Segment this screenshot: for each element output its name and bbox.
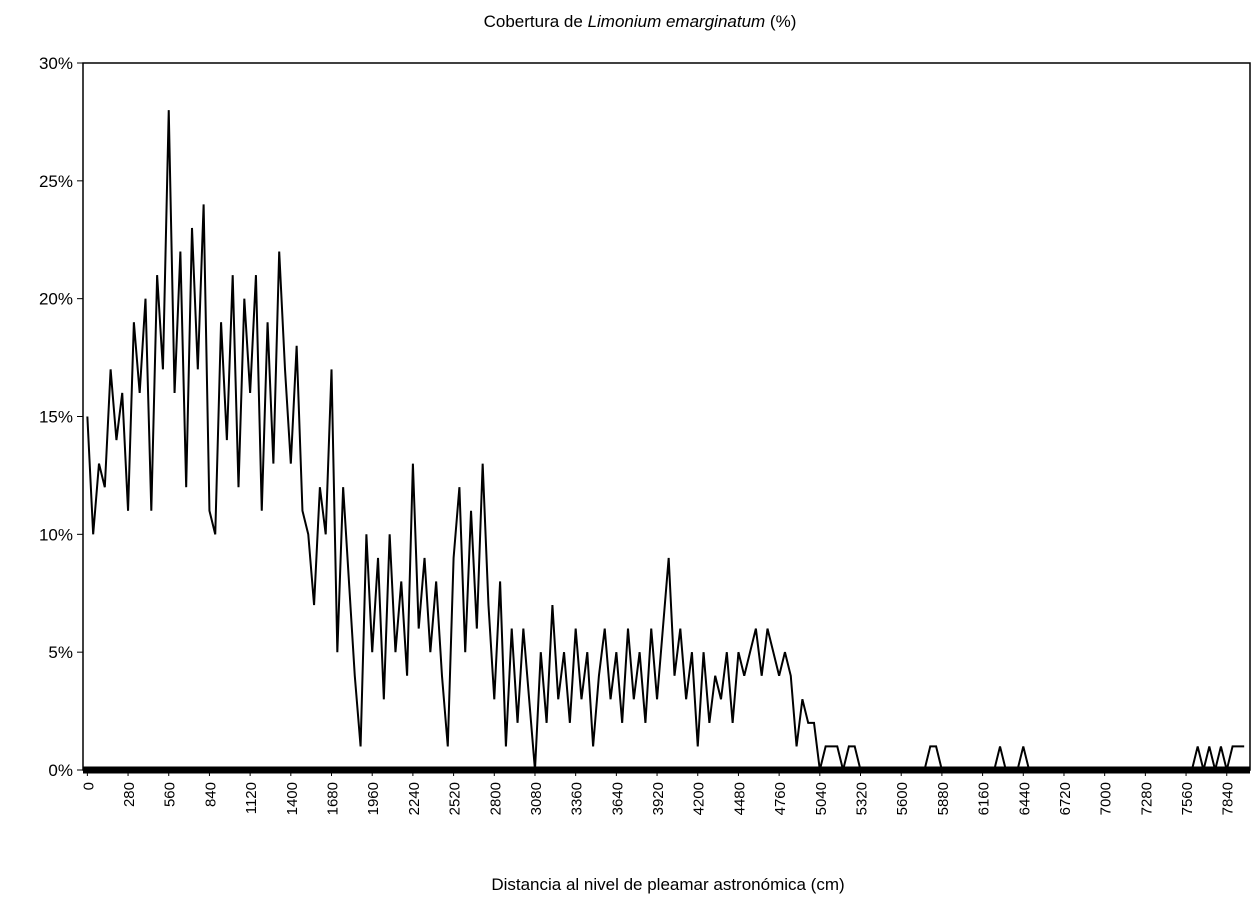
x-tick-label: 5040 [813,782,830,815]
x-tick-label: 2520 [447,782,464,815]
x-tick-label: 280 [121,782,138,807]
x-tick-label: 560 [162,782,179,807]
y-tick-label: 5% [48,643,73,662]
x-tick-label: 6160 [976,782,993,815]
x-tick-label: 5600 [894,782,911,815]
y-tick-label: 15% [39,408,73,427]
data-line [86,110,1245,771]
x-tick-label: 6440 [1016,782,1033,815]
y-tick-label: 20% [39,290,73,309]
x-tick-label: 5320 [854,782,871,815]
title-part: Cobertura de [484,12,588,31]
plot-frame [82,62,1251,771]
x-tick-label: 3360 [569,782,586,815]
x-tick-label: 1960 [365,782,382,815]
x-tick-label: 5880 [935,782,952,815]
x-tick-label: 4480 [731,782,748,815]
x-tick-label: 3640 [609,782,626,815]
chart-title: Cobertura de Limonium emarginatum (%) [484,12,797,31]
x-tick-label: 2800 [487,782,504,815]
y-tick-label: 30% [39,54,73,73]
x-tick-label: 0 [80,782,97,790]
y-tick-label: 25% [39,172,73,191]
title-part: Limonium emarginatum [588,12,766,31]
x-tick-label: 3920 [650,782,667,815]
x-tick-label: 1120 [243,782,260,814]
x-tick-label: 4760 [772,782,789,815]
x-tick-label: 7840 [1220,782,1237,815]
title-part: (%) [765,12,796,31]
x-tick-label: 6720 [1057,782,1074,815]
x-tick-label: 840 [202,782,219,807]
x-tick-label: 7000 [1098,782,1115,815]
x-tick-label: 7560 [1179,782,1196,815]
x-tick-label: 3080 [528,782,545,815]
x-tick-label: 4200 [691,782,708,815]
x-axis-label: Distancia al nivel de pleamar astronómic… [491,875,844,894]
x-tick-label: 2240 [406,782,423,815]
x-tick-label: 1400 [284,782,301,815]
x-tick-label: 1680 [325,782,342,815]
y-tick-label: 10% [39,525,73,544]
x-tick-label: 7280 [1138,782,1155,815]
y-tick-label: 0% [48,761,73,780]
